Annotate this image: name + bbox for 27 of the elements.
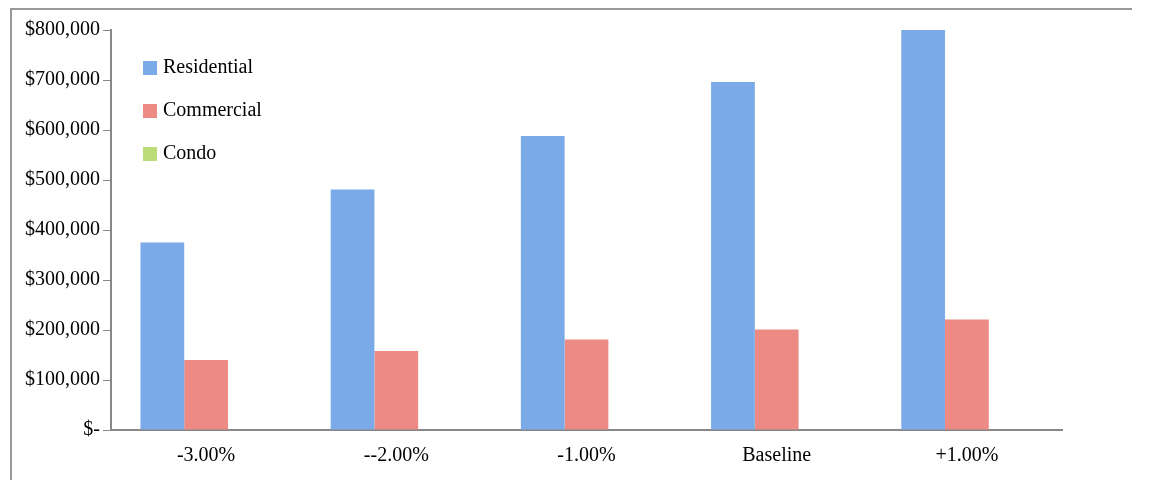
x-tick-label: Baseline — [742, 443, 812, 466]
bar — [901, 30, 946, 430]
y-tick-label: $600,000 — [25, 117, 100, 140]
legend-label: Residential — [163, 55, 254, 78]
y-tick-label: $700,000 — [25, 67, 100, 90]
bar — [330, 189, 375, 430]
y-tick-label: $200,000 — [25, 317, 100, 340]
x-tick-label: +1.00% — [935, 443, 999, 466]
x-tick-label: -1.00% — [557, 443, 616, 466]
y-tick-label: $800,000 — [25, 17, 100, 40]
bar — [374, 351, 419, 430]
bar — [520, 136, 565, 430]
legend-label: Condo — [163, 141, 217, 164]
bar — [184, 360, 228, 430]
y-tick-label: $- — [83, 417, 100, 440]
y-tick-label: $100,000 — [25, 367, 100, 390]
bar — [564, 339, 609, 430]
bar — [754, 329, 799, 430]
bar — [945, 319, 989, 430]
bar — [140, 242, 185, 430]
x-tick-label: --2.00% — [363, 443, 429, 466]
x-tick-label: -3.00% — [176, 443, 236, 466]
y-tick-label: $400,000 — [25, 217, 100, 240]
y-tick-label: $500,000 — [25, 167, 100, 190]
legend-label: Commercial — [163, 98, 263, 121]
bar — [711, 82, 755, 430]
y-tick-label: $300,000 — [25, 267, 100, 290]
